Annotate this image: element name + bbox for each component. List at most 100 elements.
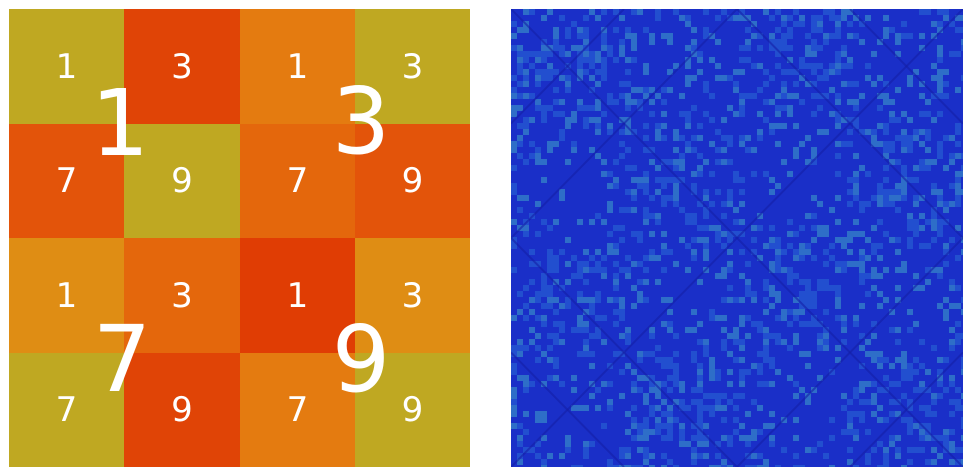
heatmap-cell xyxy=(739,315,745,321)
heatmap-cell xyxy=(643,189,649,195)
heatmap-cell xyxy=(673,333,679,339)
heatmap-cell xyxy=(511,93,517,99)
heatmap-cell xyxy=(865,171,871,177)
heatmap-cell xyxy=(565,33,571,39)
heatmap-cell xyxy=(523,387,529,393)
heatmap-cell xyxy=(535,291,541,297)
heatmap-cell xyxy=(727,135,733,141)
heatmap-cell xyxy=(787,243,793,249)
heatmap-cell xyxy=(889,189,895,195)
heatmap-cell xyxy=(691,453,697,459)
heatmap-cell xyxy=(577,351,583,357)
heatmap-cell xyxy=(733,15,739,21)
heatmap-cell xyxy=(703,207,709,213)
heatmap-cell xyxy=(883,99,889,105)
heatmap-cell xyxy=(601,39,607,45)
heatmap-cell xyxy=(529,93,535,99)
heatmap-cell xyxy=(925,435,931,441)
heatmap-cell xyxy=(955,141,961,147)
heatmap-cell xyxy=(919,111,925,117)
heatmap-cell xyxy=(727,333,733,339)
heatmap-cell xyxy=(511,243,517,249)
heatmap-cell xyxy=(925,165,931,171)
heatmap-cell xyxy=(823,33,829,39)
heatmap-cell xyxy=(697,441,703,447)
heatmap-cell xyxy=(889,141,895,147)
heatmap-cell xyxy=(811,237,817,243)
heatmap-cell xyxy=(871,51,877,57)
heatmap-cell xyxy=(691,171,697,177)
heatmap-cell xyxy=(955,255,961,261)
heatmap-cell xyxy=(871,381,877,387)
heatmap-cell xyxy=(511,267,517,273)
heatmap-cell xyxy=(697,405,703,411)
heatmap-cell xyxy=(787,105,793,111)
heatmap-cell xyxy=(589,105,595,111)
heatmap-cell xyxy=(703,435,709,441)
heatmap-cell xyxy=(583,123,589,129)
heatmap-cell xyxy=(931,75,937,81)
heatmap-cell xyxy=(907,363,913,369)
heatmap-cell xyxy=(955,51,961,57)
heatmap-cell xyxy=(799,279,805,285)
heatmap-cell xyxy=(649,195,655,201)
heatmap-cell xyxy=(715,465,721,467)
heatmap-cell xyxy=(859,387,865,393)
heatmap-cell xyxy=(925,243,931,249)
heatmap-cell xyxy=(535,75,541,81)
heatmap-cell xyxy=(697,57,703,63)
heatmap-cell xyxy=(733,339,739,345)
heatmap-cell xyxy=(859,207,865,213)
heatmap-cell xyxy=(745,435,751,441)
heatmap-cell xyxy=(577,273,583,279)
heatmap-cell xyxy=(655,189,661,195)
heatmap-cell xyxy=(643,255,649,261)
heatmap-cell xyxy=(739,381,745,387)
heatmap-cell xyxy=(547,225,553,231)
heatmap-cell xyxy=(553,321,559,327)
heatmap-cell xyxy=(583,117,589,123)
heatmap-cell xyxy=(889,327,895,333)
heatmap-cell xyxy=(871,333,877,339)
heatmap-cell xyxy=(859,267,865,273)
heatmap-cell xyxy=(931,237,937,243)
heatmap-cell xyxy=(721,273,727,279)
heatmap-cell xyxy=(655,129,661,135)
heatmap-cell xyxy=(625,267,631,273)
heatmap-cell xyxy=(679,429,685,435)
heatmap-cell xyxy=(589,333,595,339)
heatmap-cell xyxy=(529,447,535,453)
heatmap-cell xyxy=(823,39,829,45)
heatmap-cell xyxy=(715,39,721,45)
heatmap-cell xyxy=(865,237,871,243)
heatmap-cell xyxy=(757,453,763,459)
heatmap-cell xyxy=(571,141,577,147)
heatmap-cell xyxy=(961,393,963,399)
heatmap-cell xyxy=(547,255,553,261)
heatmap-cell xyxy=(733,297,739,303)
heatmap-cell xyxy=(637,435,643,441)
heatmap-cell xyxy=(919,93,925,99)
heatmap-cell xyxy=(769,45,775,51)
heatmap-cell xyxy=(907,459,913,465)
heatmap-cell xyxy=(775,123,781,129)
heatmap-cell xyxy=(691,459,697,465)
heatmap-cell xyxy=(667,423,673,429)
heatmap-cell xyxy=(937,9,943,15)
heatmap-cell xyxy=(883,123,889,129)
heatmap-cell xyxy=(643,351,649,357)
heatmap-cell xyxy=(859,381,865,387)
heatmap-cell xyxy=(619,117,625,123)
heatmap-cell xyxy=(907,399,913,405)
heatmap-cell xyxy=(763,357,769,363)
heatmap-cell xyxy=(943,15,949,21)
heatmap-cell xyxy=(523,9,529,15)
heatmap-cell xyxy=(769,225,775,231)
heatmap-cell xyxy=(865,381,871,387)
heatmap-cell xyxy=(721,117,727,123)
heatmap-cell xyxy=(919,285,925,291)
heatmap-cell xyxy=(667,87,673,93)
heatmap-cell xyxy=(817,75,823,81)
heatmap-cell xyxy=(907,369,913,375)
